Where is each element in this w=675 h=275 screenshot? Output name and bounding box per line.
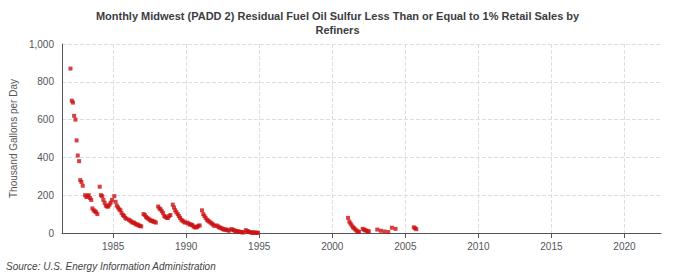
svg-text:2005: 2005 [394,241,417,252]
svg-text:2010: 2010 [467,241,490,252]
svg-text:800: 800 [37,76,54,87]
svg-text:2000: 2000 [321,241,344,252]
svg-text:1,000: 1,000 [29,39,54,50]
svg-text:Refiners: Refiners [315,24,359,36]
svg-text:400: 400 [37,152,54,163]
svg-text:1985: 1985 [102,241,125,252]
svg-text:1990: 1990 [175,241,198,252]
svg-text:600: 600 [37,114,54,125]
svg-text:1995: 1995 [248,241,271,252]
svg-text:Source: U.S. Energy Informatio: Source: U.S. Energy Information Administ… [6,261,216,272]
svg-text:Monthly Midwest (PADD 2) Resid: Monthly Midwest (PADD 2) Residual Fuel O… [96,10,580,22]
svg-text:Thousand Gallons per Day: Thousand Gallons per Day [8,79,19,198]
svg-text:0: 0 [48,228,54,239]
svg-text:2020: 2020 [613,241,636,252]
svg-text:200: 200 [37,190,54,201]
svg-text:2015: 2015 [540,241,563,252]
